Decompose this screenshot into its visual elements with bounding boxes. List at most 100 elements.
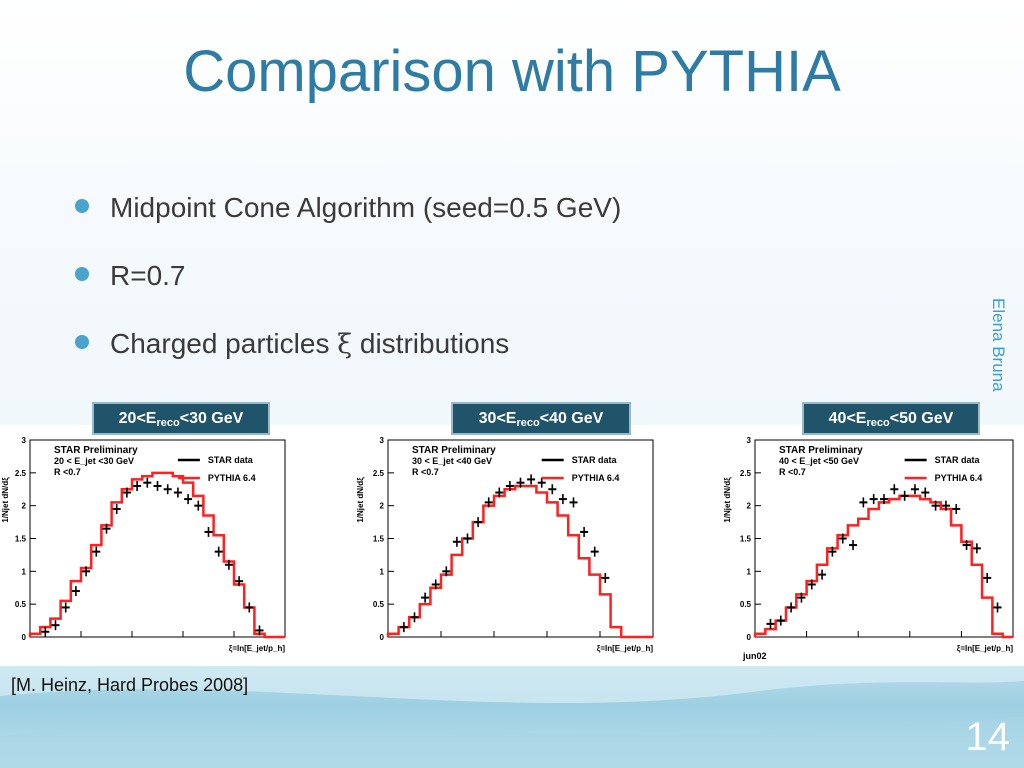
y-tick-label: 1.5 xyxy=(15,535,27,544)
y-tick-label: 2 xyxy=(747,502,752,511)
star-data-point xyxy=(931,500,940,511)
legend-entry-label: PYTHIA 6.4 xyxy=(572,473,620,483)
star-data-point xyxy=(442,566,451,577)
star-data-point xyxy=(527,474,536,485)
side-author-label: Elena Bruna xyxy=(989,298,1008,392)
star-data-point xyxy=(51,620,60,631)
y-tick-label: 1 xyxy=(22,567,27,576)
star-data-point xyxy=(548,484,557,495)
star-data-point xyxy=(941,500,950,511)
legend-entry-label: PYTHIA 6.4 xyxy=(935,473,983,483)
y-tick-label: 0 xyxy=(747,633,752,642)
star-data-point xyxy=(776,615,785,626)
y-tick-label: 3 xyxy=(22,436,27,445)
bullet-text: Midpoint Cone Algorithm (seed=0.5 GeV) xyxy=(110,192,622,223)
star-data-point xyxy=(828,546,837,557)
legend-header-line: STAR Preliminary xyxy=(54,445,138,456)
star-data-point xyxy=(849,540,858,551)
y-tick-label: 0.5 xyxy=(373,600,385,609)
y-tick-label: 2 xyxy=(22,502,27,511)
star-data-point xyxy=(431,579,440,590)
star-data-point xyxy=(204,526,213,537)
y-tick-label: 1.5 xyxy=(740,535,752,544)
bullet-item: Charged particles ξ distributions xyxy=(75,324,621,392)
star-data-point xyxy=(910,484,919,495)
bullet-text-tail: distributions xyxy=(352,328,510,359)
bullet-list: Midpoint Cone Algorithm (seed=0.5 GeV) R… xyxy=(75,188,621,392)
y-axis-label: 1/Njet dN/dξ xyxy=(356,477,365,523)
chart-panel-20-30: 0 0.5 1 1.5 2 2.5 3 1/Njet dN/dξ ξ=ln[E_jet/p_h]… xyxy=(1,436,286,653)
star-data-point xyxy=(143,477,152,488)
star-data-point xyxy=(952,503,961,514)
star-data-point xyxy=(474,517,483,528)
bullet-text: Charged particles xyxy=(110,328,338,359)
reference-citation: [M. Heinz, Hard Probes 2008] xyxy=(11,675,249,695)
star-data-point xyxy=(921,487,930,498)
legend-header-line: 30 < E_jet <40 GeV xyxy=(412,456,492,466)
y-tick-label: 2.5 xyxy=(373,469,385,478)
x-axis-label: ξ=ln[E_jet/p_h] xyxy=(229,644,286,653)
star-data-point xyxy=(880,494,888,505)
page-number: 14 xyxy=(965,715,1011,759)
star-data-point xyxy=(112,503,121,514)
star-data-point xyxy=(787,602,796,613)
star-data-point xyxy=(71,586,80,597)
star-data-point xyxy=(869,494,878,505)
legend-entry-label: STAR data xyxy=(572,455,618,465)
star-data-point xyxy=(224,559,233,570)
legend-header-line: R <0.7 xyxy=(54,467,81,477)
star-data-point xyxy=(421,592,430,603)
star-data-point xyxy=(133,480,142,491)
plot-frame xyxy=(754,439,1014,638)
star-data-point xyxy=(452,536,461,547)
star-data-point xyxy=(818,569,827,580)
star-data-point xyxy=(590,546,599,557)
star-data-point xyxy=(766,618,775,629)
energy-badge-20-30: 20<Ereco<30 GeV xyxy=(92,402,270,435)
energy-badge-30-40: 30<Ereco<40 GeV xyxy=(451,402,631,435)
legend-entry-label: STAR data xyxy=(935,455,981,465)
y-tick-label: 3 xyxy=(380,436,385,445)
y-tick-label: 0.5 xyxy=(740,600,752,609)
y-tick-label: 0 xyxy=(22,633,27,642)
legend-entry-label: PYTHIA 6.4 xyxy=(208,473,256,483)
star-data-point xyxy=(495,487,504,498)
energy-badge-40-50: 40<Ereco<50 GeV xyxy=(802,402,980,435)
star-data-point xyxy=(41,626,50,637)
star-data-point xyxy=(890,484,899,495)
star-data-point xyxy=(807,579,816,590)
star-data-point xyxy=(194,500,203,511)
legend-header-line: 20 < E_jet <30 GeV xyxy=(54,456,134,466)
star-data-point xyxy=(410,612,419,623)
bullet-dot-icon xyxy=(75,335,89,349)
star-data-point xyxy=(983,572,992,583)
star-data-point xyxy=(993,602,1002,613)
bullet-dot-icon xyxy=(75,199,89,213)
bullet-item: Midpoint Cone Algorithm (seed=0.5 GeV) xyxy=(75,188,621,256)
star-data-point xyxy=(972,543,981,554)
star-data-point xyxy=(797,592,806,603)
y-tick-label: 1 xyxy=(747,567,752,576)
legend-header-line: STAR Preliminary xyxy=(779,445,863,456)
y-tick-label: 2 xyxy=(380,502,385,511)
star-data-point xyxy=(184,494,193,505)
y-axis-label: 1/Njet dN/dξ xyxy=(1,477,10,523)
bullet-dot-icon xyxy=(75,267,89,281)
bullet-item: R=0.7 xyxy=(75,256,621,324)
bullet-text: R=0.7 xyxy=(110,260,186,291)
y-tick-label: 1 xyxy=(380,567,385,576)
x-axis-label: ξ=ln[E_jet/p_h] xyxy=(597,644,654,653)
legend-entry-label: STAR data xyxy=(208,455,254,465)
star-data-point xyxy=(569,497,578,508)
star-data-point xyxy=(173,487,182,498)
star-data-point xyxy=(245,602,254,613)
star-data-point xyxy=(163,484,172,495)
plot-frame xyxy=(387,439,654,638)
y-tick-label: 3 xyxy=(747,436,752,445)
star-data-point xyxy=(61,602,70,613)
star-data-point xyxy=(463,533,472,544)
star-data-point xyxy=(962,540,971,551)
star-data-point xyxy=(838,533,847,544)
star-data-point xyxy=(505,480,514,491)
chart-panel-40-50: 0 0.5 1 1.5 2 2.5 3 1/Njet dN/dξ ξ=ln[E_jet/p_h]… xyxy=(723,436,1014,661)
